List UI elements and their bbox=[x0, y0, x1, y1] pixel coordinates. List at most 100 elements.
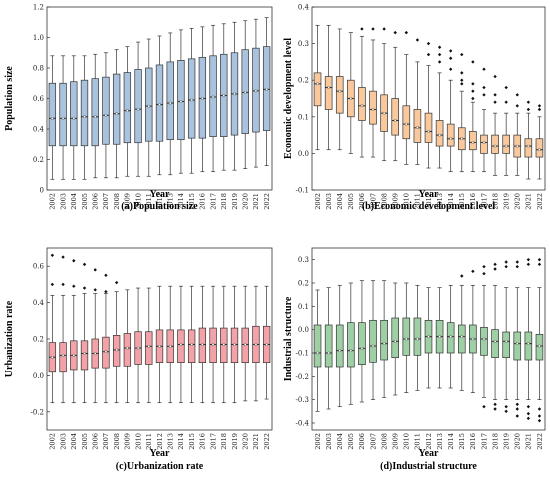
mean-marker bbox=[427, 335, 430, 338]
outlier-point bbox=[515, 264, 519, 269]
box-2009 bbox=[391, 30, 400, 162]
iqr-box bbox=[70, 81, 78, 147]
outlier-point bbox=[460, 82, 464, 86]
x-tick-label: 2005 bbox=[347, 433, 355, 450]
y-tick-label: -0.2 bbox=[296, 373, 310, 381]
x-tick-label: 2006 bbox=[358, 433, 366, 450]
outlier-point bbox=[471, 60, 475, 64]
box-2022 bbox=[535, 104, 544, 180]
outlier-point bbox=[526, 416, 531, 421]
outlier-point bbox=[504, 260, 508, 264]
x-tick-label: 2020 bbox=[514, 193, 522, 210]
x-tick-label: 2021 bbox=[525, 433, 533, 450]
x-tick-label: 2021 bbox=[525, 193, 533, 210]
outlier-point bbox=[482, 93, 486, 97]
mean-marker bbox=[201, 97, 204, 100]
mean-marker bbox=[126, 346, 129, 350]
outlier-point bbox=[515, 414, 519, 418]
y-tick-label: 0.8 bbox=[33, 65, 44, 73]
iqr-box bbox=[480, 134, 488, 154]
x-tick-label: 2021 bbox=[252, 193, 260, 210]
box-2009 bbox=[123, 289, 132, 404]
y-tick-label: 0.1 bbox=[298, 303, 309, 311]
y-tick-label: 1.2 bbox=[33, 4, 44, 12]
mean-marker bbox=[449, 137, 452, 140]
box-2015 bbox=[187, 285, 196, 404]
mean-marker bbox=[504, 144, 508, 148]
x-tick-label: 2007 bbox=[369, 433, 377, 450]
mean-marker bbox=[233, 92, 236, 96]
x-tick-label: 2003 bbox=[59, 193, 67, 210]
box-2017 bbox=[480, 264, 488, 409]
outlier-point bbox=[526, 257, 531, 262]
box-2016 bbox=[469, 60, 477, 173]
outlier-point bbox=[404, 30, 409, 35]
y-tick-label: 0.0 bbox=[33, 372, 44, 380]
x-tick-label: 2011 bbox=[145, 433, 153, 450]
iqr-box bbox=[535, 138, 544, 158]
mean-marker bbox=[527, 342, 530, 345]
outlier-point bbox=[537, 104, 542, 108]
box-2022 bbox=[262, 285, 271, 400]
y-tick-label: 0.3 bbox=[298, 40, 309, 48]
iqr-box bbox=[446, 123, 455, 147]
mean-marker bbox=[61, 117, 65, 120]
box-2008 bbox=[380, 27, 388, 162]
x-tick-label: 2003 bbox=[325, 193, 333, 210]
outlier-point bbox=[471, 269, 475, 274]
outlier-point bbox=[493, 262, 497, 267]
box-2019 bbox=[230, 285, 239, 404]
outlier-point bbox=[493, 402, 497, 407]
plot-frame bbox=[311, 6, 546, 191]
outlier-point bbox=[482, 67, 486, 71]
outlier-point bbox=[482, 264, 486, 269]
x-tick-label: 2006 bbox=[92, 193, 100, 210]
outlier-point bbox=[493, 407, 497, 411]
outlier-point bbox=[460, 78, 464, 82]
box-2017 bbox=[209, 24, 217, 173]
mean-marker bbox=[493, 340, 497, 343]
mean-marker bbox=[327, 86, 330, 89]
outlier-point bbox=[471, 82, 475, 86]
mean-marker bbox=[211, 343, 215, 346]
box-2011 bbox=[413, 38, 422, 165]
x-tick-label: 2009 bbox=[124, 193, 132, 210]
mean-marker bbox=[83, 115, 86, 119]
x-tick-label: 2022 bbox=[263, 193, 271, 210]
iqr-box bbox=[491, 134, 499, 154]
iqr-box bbox=[48, 82, 57, 147]
outlier-point bbox=[515, 93, 519, 97]
box-2012 bbox=[155, 285, 164, 404]
iqr-box bbox=[457, 324, 466, 354]
mean-marker bbox=[327, 351, 330, 355]
box-2010 bbox=[134, 41, 142, 177]
iqr-box bbox=[335, 76, 344, 114]
iqr-box bbox=[358, 87, 366, 121]
box-2019 bbox=[230, 21, 239, 171]
y-tick-label: 0.2 bbox=[33, 156, 44, 164]
y-tick-label: 0.4 bbox=[298, 4, 310, 12]
panel-caption: (c)Urbanization rate bbox=[116, 461, 204, 472]
iqr-box bbox=[524, 331, 533, 361]
mean-marker bbox=[201, 343, 204, 346]
box-2009 bbox=[123, 46, 132, 177]
mean-marker bbox=[471, 337, 475, 341]
box-2022 bbox=[262, 17, 271, 166]
mean-marker bbox=[211, 95, 215, 99]
mean-marker bbox=[94, 352, 97, 355]
x-tick-label: 2002 bbox=[49, 433, 57, 450]
outlier-point bbox=[504, 409, 508, 414]
mean-marker bbox=[222, 94, 225, 97]
x-tick-label: 2005 bbox=[81, 433, 89, 450]
box-2016 bbox=[469, 269, 477, 394]
iqr-box bbox=[369, 319, 377, 363]
mean-marker bbox=[158, 345, 161, 348]
mean-marker bbox=[147, 104, 150, 108]
outlier-point bbox=[61, 282, 65, 287]
x-axis-label: Year bbox=[419, 448, 440, 459]
x-tick-label: 2019 bbox=[502, 193, 510, 210]
x-tick-label: 2011 bbox=[145, 193, 153, 210]
y-axis-label: Industrial structure bbox=[283, 296, 294, 381]
x-tick-label: 2004 bbox=[70, 193, 78, 210]
